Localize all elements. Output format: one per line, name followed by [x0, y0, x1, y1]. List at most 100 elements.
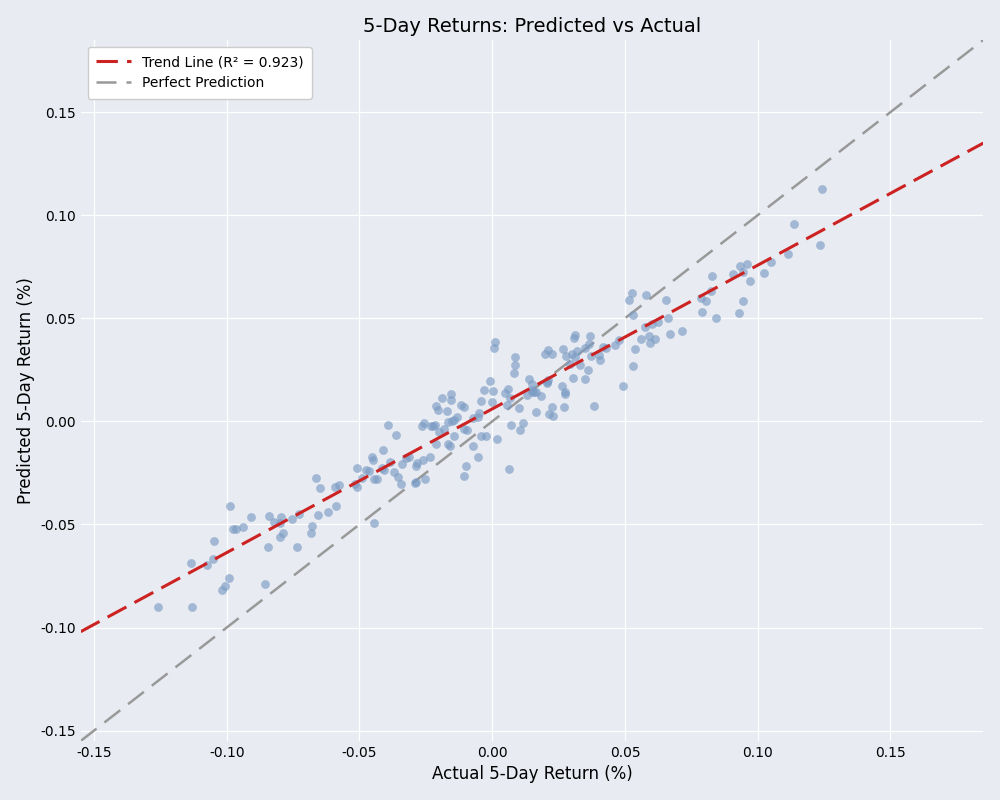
Point: [376, 464, 392, 477]
Point: [564, 348, 580, 361]
Point: [625, 359, 641, 372]
Point: [183, 557, 199, 570]
Point: [732, 260, 748, 273]
Point: [434, 391, 450, 404]
Point: [228, 523, 244, 536]
Point: [501, 463, 517, 476]
Point: [476, 384, 492, 397]
Point: [489, 433, 505, 446]
Point: [625, 309, 641, 322]
Point: [814, 182, 830, 195]
Point: [470, 450, 486, 463]
Point: [225, 522, 241, 535]
Point: [361, 464, 377, 477]
Point: [459, 423, 475, 436]
Point: [428, 400, 444, 413]
Point: [567, 329, 583, 342]
Point: [320, 506, 336, 518]
Point: [627, 342, 643, 355]
Point: [555, 343, 571, 356]
Legend: Trend Line (R² = 0.923), Perfect Prediction: Trend Line (R² = 0.923), Perfect Predict…: [88, 47, 312, 98]
Point: [524, 386, 540, 398]
Point: [347, 478, 363, 490]
Point: [473, 395, 489, 408]
Point: [641, 330, 657, 342]
Point: [446, 430, 462, 442]
Point: [566, 332, 582, 345]
Point: [658, 294, 674, 307]
Point: [442, 440, 458, 453]
Point: [592, 354, 608, 367]
Point: [540, 343, 556, 356]
Point: [304, 519, 320, 532]
Point: [503, 418, 519, 431]
Point: [565, 372, 581, 385]
Point: [478, 430, 494, 442]
Point: [554, 380, 570, 393]
Point: [331, 478, 347, 491]
Point: [444, 414, 460, 427]
Point: [582, 330, 598, 342]
Point: [386, 466, 402, 478]
Point: [540, 373, 556, 386]
Point: [243, 511, 259, 524]
Point: [369, 473, 385, 486]
Point: [499, 398, 515, 411]
Point: [780, 247, 796, 260]
Point: [470, 410, 486, 423]
Point: [260, 541, 276, 554]
Point: [398, 451, 414, 464]
Point: [581, 338, 597, 350]
Point: [458, 460, 474, 473]
Point: [611, 334, 627, 346]
Point: [558, 349, 574, 362]
Point: [428, 438, 444, 451]
Point: [484, 396, 500, 409]
Point: [544, 347, 560, 360]
Point: [380, 418, 396, 431]
Point: [408, 476, 424, 489]
Point: [150, 600, 166, 613]
Point: [528, 406, 544, 418]
Point: [408, 459, 424, 472]
Point: [521, 373, 537, 386]
Point: [591, 349, 607, 362]
Point: [443, 387, 459, 400]
Point: [633, 332, 649, 345]
Point: [214, 583, 230, 596]
Point: [704, 270, 720, 283]
Point: [199, 559, 215, 572]
Point: [217, 580, 233, 593]
Point: [693, 291, 709, 304]
Point: [308, 472, 324, 485]
Point: [275, 526, 291, 539]
Point: [598, 342, 614, 354]
Point: [375, 444, 391, 457]
Point: [524, 378, 540, 390]
Point: [539, 376, 555, 389]
Point: [533, 389, 549, 402]
Point: [409, 457, 425, 470]
Point: [388, 428, 404, 441]
Point: [580, 364, 596, 377]
Point: [545, 410, 561, 422]
Point: [349, 481, 365, 494]
Point: [266, 516, 282, 529]
Point: [289, 541, 305, 554]
Point: [557, 387, 573, 400]
Point: [577, 373, 593, 386]
Y-axis label: Predicted 5-Day Return (%): Predicted 5-Day Return (%): [17, 277, 35, 504]
Point: [427, 419, 443, 432]
Point: [539, 377, 555, 390]
Point: [660, 312, 676, 325]
Point: [637, 321, 653, 334]
Point: [511, 402, 527, 414]
Point: [544, 401, 560, 414]
Point: [524, 384, 540, 397]
Point: [446, 414, 462, 426]
Point: [443, 394, 459, 406]
Point: [735, 266, 751, 278]
Point: [221, 571, 237, 584]
Point: [556, 401, 572, 414]
Point: [366, 473, 382, 486]
